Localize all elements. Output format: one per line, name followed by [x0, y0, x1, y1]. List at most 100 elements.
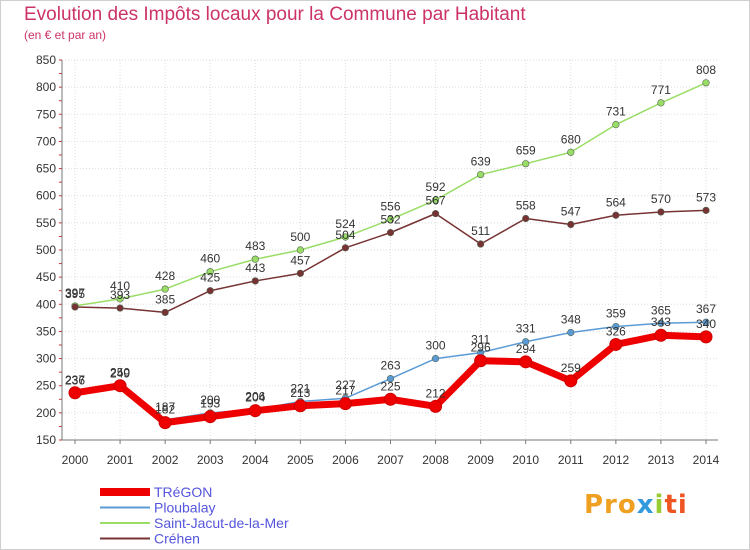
y-tick-label: 450	[36, 270, 56, 284]
data-point	[657, 319, 665, 327]
data-point	[71, 303, 79, 311]
value-label: 808	[696, 63, 716, 77]
legend-label-2: Saint-Jacut-de-la-Mer	[154, 515, 289, 531]
value-label: 204	[245, 391, 265, 405]
value-label: 393	[110, 288, 130, 302]
data-point	[522, 338, 530, 346]
data-point	[702, 318, 710, 326]
data-point	[567, 148, 575, 156]
value-label: 311	[471, 333, 490, 347]
data-point	[654, 328, 668, 342]
x-tick-label: 2009	[467, 453, 494, 467]
value-label: 182	[155, 403, 175, 417]
value-label: 259	[561, 361, 581, 375]
value-label: 206	[245, 390, 265, 404]
data-point	[161, 285, 169, 293]
y-tick-label: 700	[36, 134, 56, 148]
y-tick-label: 400	[36, 297, 56, 311]
data-point	[477, 240, 485, 248]
value-label: 249	[110, 366, 130, 380]
data-point	[702, 79, 710, 87]
data-point	[206, 287, 214, 295]
value-label: 524	[335, 217, 355, 231]
value-label: 343	[651, 315, 671, 329]
value-label: 457	[290, 253, 310, 267]
value-label: 217	[335, 384, 355, 398]
x-tick-label: 2011	[558, 453, 584, 467]
y-tick-label: 550	[36, 216, 56, 230]
value-label: 556	[380, 200, 400, 214]
x-tick-label: 2004	[242, 453, 269, 467]
value-label: 385	[155, 292, 175, 306]
data-point	[296, 269, 304, 277]
x-tick-label: 2013	[648, 453, 675, 467]
x-tick-label: 2012	[603, 453, 630, 467]
logo-part-2: x	[636, 490, 655, 520]
data-point	[161, 308, 169, 317]
data-point	[564, 374, 578, 388]
value-label: 680	[561, 132, 581, 146]
data-point	[699, 330, 713, 344]
value-label: 500	[290, 230, 310, 244]
value-label: 511	[471, 224, 490, 238]
value-label: 359	[606, 307, 626, 321]
data-point	[113, 379, 127, 393]
data-point	[612, 120, 620, 129]
data-point	[203, 410, 217, 424]
value-label: 326	[606, 324, 626, 338]
data-point	[341, 233, 350, 241]
data-point	[612, 211, 620, 219]
data-point	[477, 170, 485, 179]
legend-label-3: Créhen	[154, 531, 200, 547]
legend-label-1: Ploubalay	[154, 500, 216, 516]
value-label: 731	[606, 105, 626, 119]
value-label: 443	[245, 261, 265, 275]
axes: 150 200 250 300 350 400 450 500 550 600 650 700 750 8…	[36, 53, 720, 467]
value-label: 567	[426, 194, 446, 208]
legend: TRéGONPloubalaySaint-Jacut-de-la-MerCréh…	[100, 484, 289, 547]
x-tick-label: 2000	[62, 453, 89, 467]
value-label: 348	[561, 313, 581, 327]
value-label: 558	[516, 199, 536, 213]
value-label: 225	[380, 379, 400, 393]
data-point	[429, 399, 443, 413]
data-point	[116, 295, 124, 303]
value-label: 659	[516, 144, 536, 158]
x-tick-label: 2002	[152, 453, 179, 467]
value-label: 504	[335, 228, 355, 242]
y-tick-label: 350	[36, 324, 56, 338]
data-point	[338, 397, 352, 411]
value-label: 221	[290, 381, 310, 395]
proxiti-logo: Proxiti	[584, 490, 688, 520]
x-tick-label: 2008	[422, 453, 449, 467]
y-tick-label: 300	[36, 352, 56, 366]
legend-label-0: TRéGON	[154, 484, 212, 500]
data-point	[293, 399, 307, 413]
value-label: 639	[471, 155, 491, 169]
chart-title: Evolution des Impôts locaux pour la Comm…	[24, 4, 526, 25]
value-label: 532	[380, 213, 400, 227]
value-label: 331	[516, 322, 536, 336]
value-label: 771	[651, 83, 671, 97]
data-point	[341, 244, 350, 252]
data-point	[431, 354, 440, 363]
value-label: 294	[516, 342, 536, 356]
data-point	[431, 210, 440, 218]
value-label: 187	[155, 400, 175, 414]
data-point	[206, 268, 214, 276]
series-lines	[68, 79, 713, 430]
x-tick-label: 2006	[332, 453, 359, 467]
data-point	[386, 216, 395, 224]
chart-subtitle: (en € et par an)	[24, 28, 107, 42]
value-label: 250	[110, 366, 130, 380]
value-label: 592	[426, 180, 446, 194]
logo-part-1: Pro	[584, 490, 637, 520]
data-point	[158, 416, 172, 430]
data-point	[657, 99, 665, 107]
value-label: 237	[65, 373, 85, 387]
data-point	[251, 255, 259, 263]
data-point	[519, 355, 533, 369]
x-tick-label: 2014	[693, 453, 720, 467]
value-label: 428	[155, 269, 175, 283]
